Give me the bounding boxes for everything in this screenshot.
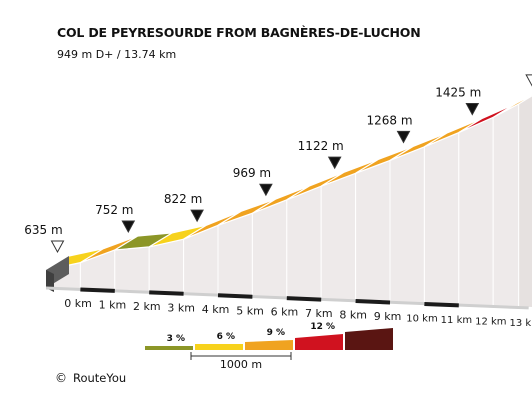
elevation-label: 1425 m (435, 86, 481, 100)
elevation-label: 969 m (233, 166, 271, 180)
scale-label: 1000 m (220, 358, 262, 371)
elevation-label: 1122 m (298, 139, 344, 153)
x-axis-ticks: 0 km 1 km 2 km 3 km 4 km 5 km 6 km 7 km 8 km 9 km… (64, 297, 532, 329)
profile-side-wall (45, 94, 532, 309)
elevation-marker (327, 156, 342, 170)
elevation-marker (396, 130, 411, 144)
front-face-segment (251, 199, 288, 299)
front-face-segment (355, 159, 391, 304)
legend-swatch (295, 334, 343, 350)
elevation-marker (50, 240, 65, 254)
km-block (149, 290, 184, 296)
gradient-segment (492, 94, 532, 118)
x-tick-label: 8 km (339, 309, 367, 322)
legend-swatch (245, 340, 293, 350)
legend-label: 3 % (167, 334, 185, 344)
elevation-marker (259, 183, 273, 197)
legend-label: 12 % (310, 322, 335, 332)
km-block (286, 296, 322, 302)
legend-label: 9 % (267, 328, 285, 338)
chart-subtitle: 949 m D+ / 13.74 km (57, 48, 177, 61)
elevation-marker (525, 74, 532, 87)
x-tick-label: 10 km (406, 314, 437, 325)
front-face-segment (217, 212, 253, 298)
x-tick-label: 3 km (167, 301, 195, 314)
legend-swatch (145, 346, 193, 350)
profile-end-cap-side (46, 270, 54, 292)
x-tick-label: 5 km (236, 304, 264, 317)
front-face-segment (389, 146, 425, 305)
front-face-segment (458, 116, 494, 308)
copyright-symbol: © (55, 371, 67, 385)
km-block (80, 287, 115, 293)
front-face-segment (148, 238, 185, 295)
x-tick-label: 12 km (475, 316, 506, 327)
profile-baseline (45, 286, 529, 310)
x-tick-label: 2 km (133, 300, 161, 313)
elevation-marker (465, 103, 480, 116)
profile-top-surface (45, 94, 532, 292)
elevation-label: 752 m (95, 203, 133, 217)
x-tick-label: 9 km (374, 310, 402, 323)
credit-label: RouteYou (73, 371, 127, 385)
legend-swatch (345, 328, 393, 350)
front-face-segment (492, 103, 520, 309)
elevation-label: 635 m (24, 223, 62, 237)
elevation-marker (190, 209, 204, 223)
elevation-label: 1268 m (366, 113, 412, 127)
km-block (217, 293, 253, 299)
legend-swatch (195, 344, 243, 350)
front-face-segment (320, 172, 357, 302)
front-face-segment (114, 246, 150, 293)
elevation-label: 822 m (164, 192, 202, 206)
x-tick-label: 4 km (202, 303, 230, 316)
x-tick-label: 13 km (509, 318, 532, 329)
x-tick-label: 7 km (305, 307, 333, 320)
gradient-legend: 3 % 6 % 9 % 12 % 1000 m (145, 322, 393, 371)
credit: © RouteYou (55, 371, 126, 385)
x-tick-label: 0 km (64, 297, 92, 310)
front-face-segment (286, 185, 322, 301)
x-tick-label: 6 km (271, 306, 299, 319)
chart-title: COL DE PEYRESOURDE FROM BAGNÈRES-DE-LUCH… (57, 25, 421, 40)
front-face-segment (423, 131, 460, 306)
x-tick-label: 1 km (99, 298, 127, 311)
x-tick-label: 11 km (441, 315, 472, 326)
km-block (424, 301, 459, 308)
legend-label: 6 % (217, 332, 235, 342)
km-block (355, 299, 391, 305)
elevation-marker (121, 220, 136, 234)
